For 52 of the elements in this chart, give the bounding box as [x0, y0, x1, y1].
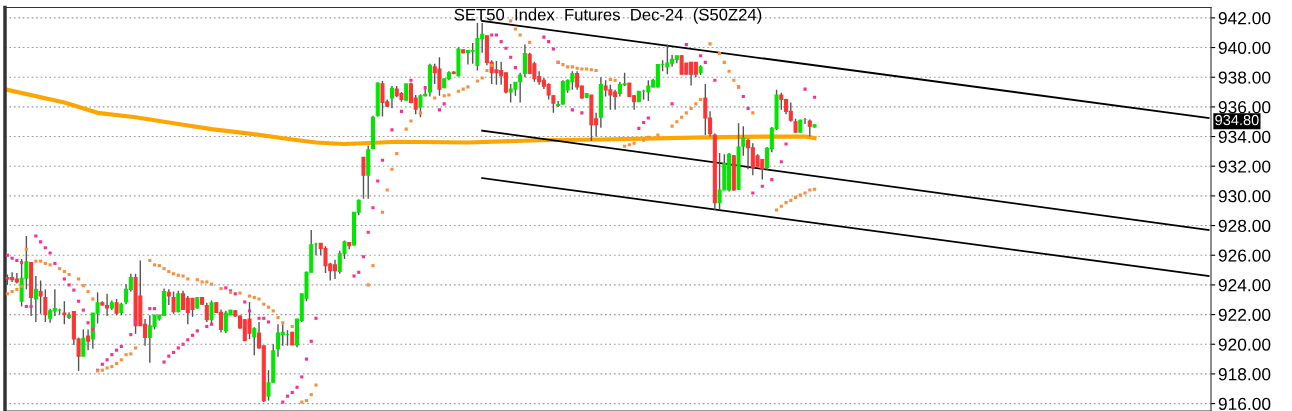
- candlestick: [746, 138, 751, 170]
- candlestick: [43, 288, 48, 323]
- candlestick: [171, 290, 176, 315]
- y-tick-label: 936.00: [1218, 101, 1271, 114]
- candlestick: [204, 302, 209, 323]
- y-tick-label: 926.00: [1218, 249, 1271, 262]
- candlestick: [494, 60, 499, 86]
- candlestick: [33, 275, 38, 323]
- candlestick: [81, 328, 86, 357]
- candlestick: [570, 70, 575, 91]
- line-series: [5, 87, 817, 147]
- candlestick: [247, 301, 252, 340]
- candlestick: [717, 152, 722, 211]
- candlestick: [380, 80, 385, 118]
- candlestick: [280, 323, 285, 347]
- y-tick-label: 924.00: [1218, 279, 1271, 292]
- candlestick: [62, 300, 67, 325]
- text: 934.80: [1215, 114, 1259, 126]
- chart-title: SET50 Index Futures Dec-24 (S50Z24): [454, 8, 762, 24]
- y-tick-label: 942.00: [1218, 12, 1271, 25]
- candlestick: [437, 56, 442, 97]
- candlestick: [19, 258, 24, 308]
- candlestick: [361, 156, 366, 200]
- candlestick: [52, 288, 57, 317]
- y-tick-label: 940.00: [1218, 41, 1271, 55]
- candlestick: [275, 323, 281, 358]
- y-tick-label: 934.00: [1218, 130, 1271, 144]
- candlestick: [190, 297, 195, 318]
- y-tick-label: 922.00: [1218, 308, 1271, 322]
- candlestick: [209, 299, 214, 325]
- candlestick: [389, 85, 394, 110]
- candlestick: [655, 63, 660, 89]
- y-tick-label: 928.00: [1218, 219, 1271, 233]
- candlestick: [252, 326, 257, 357]
- candlestick: [38, 279, 43, 315]
- candlestick: [665, 43, 670, 75]
- candlestick: [86, 328, 91, 351]
- y-tick-label: 930.00: [1218, 190, 1271, 203]
- y-tick-label: 938.00: [1218, 71, 1271, 84]
- y-tick-label: 920.00: [1218, 338, 1271, 351]
- candlestick: [646, 79, 651, 102]
- y-tick-label: 932.00: [1218, 160, 1271, 173]
- candlestick: [522, 43, 527, 78]
- candlestick: [788, 101, 793, 123]
- y-tick-label: 918.00: [1218, 368, 1271, 381]
- y-tick-label: 916.00: [1218, 397, 1271, 411]
- candlestick: [323, 245, 328, 274]
- candlestick: [418, 93, 423, 118]
- candlestick: [703, 83, 708, 136]
- candlestick: [503, 72, 508, 95]
- candlestick: [608, 83, 613, 111]
- candlestick: [332, 258, 338, 280]
